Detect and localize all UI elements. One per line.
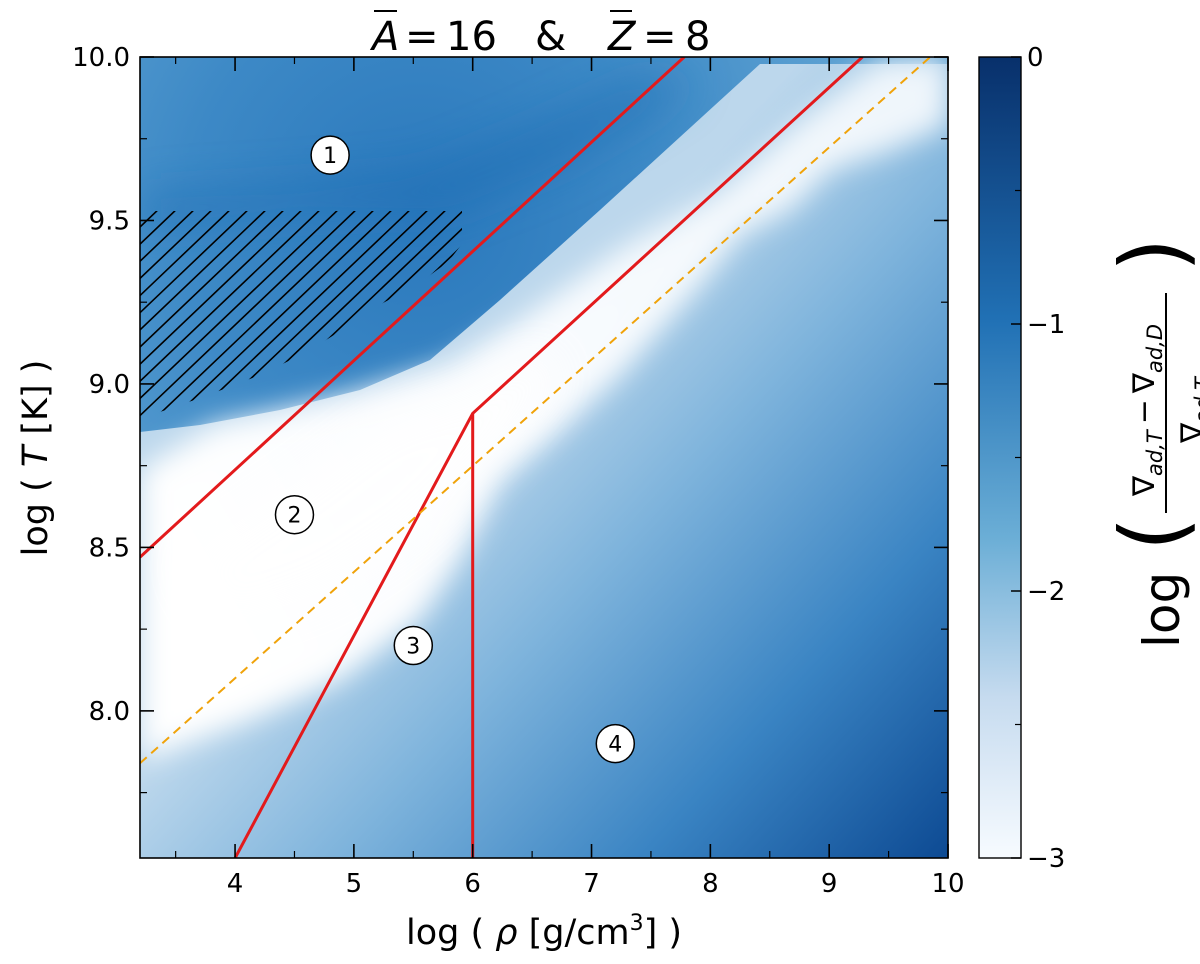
heatmap-transition-band [140, 57, 948, 760]
hatch-line [140, 211, 266, 422]
region-markers: 1 2 3 4 [274, 135, 636, 764]
x-label-prefix: log ( [406, 913, 495, 953]
colorbar-label-numerator: ∇ad,T−∇ad,D [1127, 324, 1167, 497]
x-label-unit: [g/cm [517, 913, 629, 953]
hatch-line [140, 211, 230, 422]
num-left-nabla: ∇ [1127, 475, 1162, 497]
colorbar-label: log ( ) ∇ad,T−∇ad,D ∇ad,T [1101, 238, 1200, 648]
x-tick-label: 10 [931, 869, 964, 899]
x-label-symbol: ρ [495, 913, 517, 953]
title-a-symbol: A [369, 14, 399, 60]
region-marker-label: 2 [287, 504, 301, 529]
x-axis-ticks: 4 5 6 7 8 9 10 [227, 57, 965, 899]
region-marker-1: 1 [310, 135, 350, 175]
region-marker-circle [274, 494, 315, 535]
y-tick-label: 9.0 [89, 370, 130, 400]
x-tick-label: 9 [821, 869, 838, 899]
hatch-line [140, 211, 194, 422]
den-nabla: ∇ [1175, 422, 1200, 444]
x-tick-label: 7 [583, 869, 600, 899]
x-axis-label: log ( ρ [g/cm3] ) [406, 911, 682, 953]
boundary-lines [140, 57, 931, 858]
plot-frame [139, 56, 949, 859]
heatmap-dark-ridge [140, 80, 700, 230]
y-tick-label: 10.0 [72, 43, 130, 73]
y-label-prefix: log ( [16, 467, 56, 556]
y-axis-label: log ( T [K] ) [16, 360, 56, 557]
region-marker-circle [310, 135, 350, 175]
num-op: − [1127, 399, 1162, 424]
x-tick-label: 6 [464, 869, 481, 899]
region-marker-label: 1 [323, 144, 337, 169]
chart-title: A = 16 & Z = 8 [369, 10, 710, 60]
y-axis-ticks: 8.0 8.5 9.0 9.5 10.0 [72, 43, 948, 727]
y-label-suffix: [K] ) [16, 360, 56, 446]
title-joiner: & [535, 14, 566, 60]
hatch-line [140, 211, 320, 422]
x-label-exponent: 3 [630, 911, 644, 936]
x-label-suffix: ] ) [644, 913, 682, 953]
colorbar-label-denominator: ∇ad,T [1175, 375, 1200, 444]
hatch-line [140, 211, 338, 422]
colorbar: 0−1−2−3 log ( ) ∇ad,T−∇ad,D ∇ad,T [978, 43, 1200, 874]
colorbar-tick-label: −2 [1027, 577, 1065, 607]
title-z-symbol: Z [607, 14, 637, 60]
region-marker-circle [393, 625, 434, 666]
hatch-line [140, 211, 356, 422]
region-marker-3: 3 [393, 625, 434, 666]
y-tick-label: 9.5 [89, 206, 130, 236]
colorbar-label-close-paren: ) [1101, 238, 1200, 272]
colorbar-label-open-paren: ( [1101, 517, 1200, 551]
x-tick-label: 4 [227, 869, 244, 899]
colorbar-tick-label: −1 [1027, 310, 1065, 340]
hatch-line [140, 211, 284, 422]
x-tick-label: 5 [346, 869, 363, 899]
colorbar-ticks: 0 −1 −2 −3 [1011, 43, 1065, 874]
num-right-nabla: ∇ [1127, 372, 1162, 394]
heatmap-white-core [180, 350, 560, 630]
hatch-line [185, 211, 410, 422]
title-equals-1: = [405, 14, 439, 60]
colorbar-label-log: log [1133, 572, 1191, 648]
hatch-line [140, 211, 302, 422]
y-tick-label: 8.5 [89, 533, 130, 563]
dashed-boundary-line [140, 57, 931, 764]
hatch-line [140, 211, 212, 422]
minor-ticks [140, 57, 948, 858]
num-left-sub: ad,T [1143, 428, 1167, 476]
hatch-line [149, 211, 374, 422]
num-right-sub: ad,D [1143, 324, 1167, 373]
colorbar-gradient [978, 56, 1022, 859]
den-sub: ad,T [1191, 375, 1200, 423]
colorbar-tick-label: 0 [1027, 43, 1044, 73]
y-label-symbol: T [16, 443, 56, 467]
y-tick-label: 8.0 [89, 697, 130, 727]
region-marker-circle [595, 723, 636, 764]
region-marker-4: 4 [595, 723, 636, 764]
hatch-line [140, 211, 248, 422]
title-equals-2: = [643, 14, 677, 60]
solid-boundary-line-1 [140, 57, 686, 559]
region-marker-label: 3 [406, 634, 420, 659]
region-marker-label: 4 [608, 733, 622, 758]
hatch-line [167, 211, 392, 422]
title-z-value: 8 [685, 14, 710, 60]
title-a-value: 16 [446, 14, 497, 60]
heatmap [140, 57, 948, 858]
x-tick-label: 8 [702, 869, 719, 899]
region-marker-2: 2 [274, 494, 315, 535]
colorbar-tick-label: −3 [1027, 844, 1065, 874]
